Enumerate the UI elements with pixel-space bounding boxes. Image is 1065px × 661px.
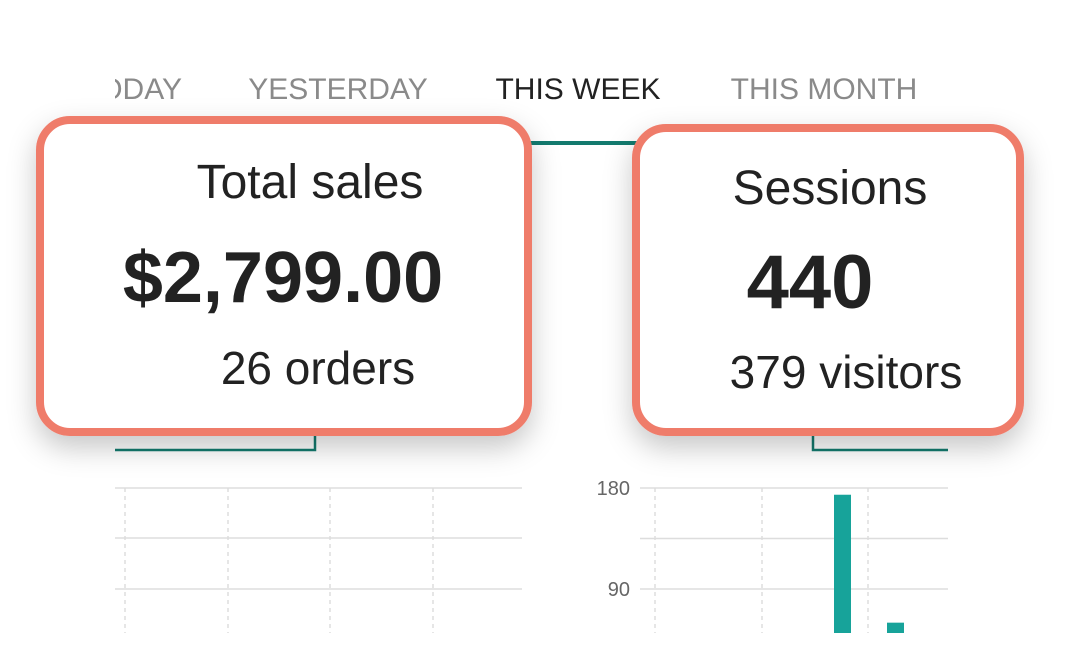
bar <box>834 494 851 633</box>
bar <box>887 622 904 633</box>
stat-card: Sessions 440 379 visitors <box>632 124 1024 436</box>
card-value: $2,799.00 <box>123 238 443 318</box>
card-value: 440 <box>747 240 874 325</box>
tab[interactable]: TODAY <box>81 73 182 106</box>
card-box <box>632 124 1024 436</box>
card-title: Sessions <box>733 162 928 215</box>
y-tick-label: 90 <box>608 579 630 601</box>
sessions-chart <box>640 487 948 633</box>
tab[interactable]: THIS MONTH <box>731 73 918 106</box>
tab[interactable]: YESTERDAY <box>248 73 428 106</box>
card-title: Total sales <box>197 156 424 209</box>
card-detail: 26 orders <box>221 342 415 394</box>
cards: Total sales $2,799.00 26 orders Sessions 440… <box>36 116 1024 436</box>
right-bracket <box>811 436 948 452</box>
card-detail: 379 visitors <box>730 346 963 398</box>
stat-card: Total sales $2,799.00 26 orders <box>36 116 532 436</box>
card-box <box>36 116 532 436</box>
tab[interactable]: THIS WEEK <box>495 73 660 106</box>
y-tick-label: 180 <box>597 478 630 500</box>
left-bracket <box>115 436 317 452</box>
tab-bar: TODAY YESTERDAY THIS WEEK THIS MONTH <box>81 73 918 106</box>
left-chart <box>115 487 522 633</box>
